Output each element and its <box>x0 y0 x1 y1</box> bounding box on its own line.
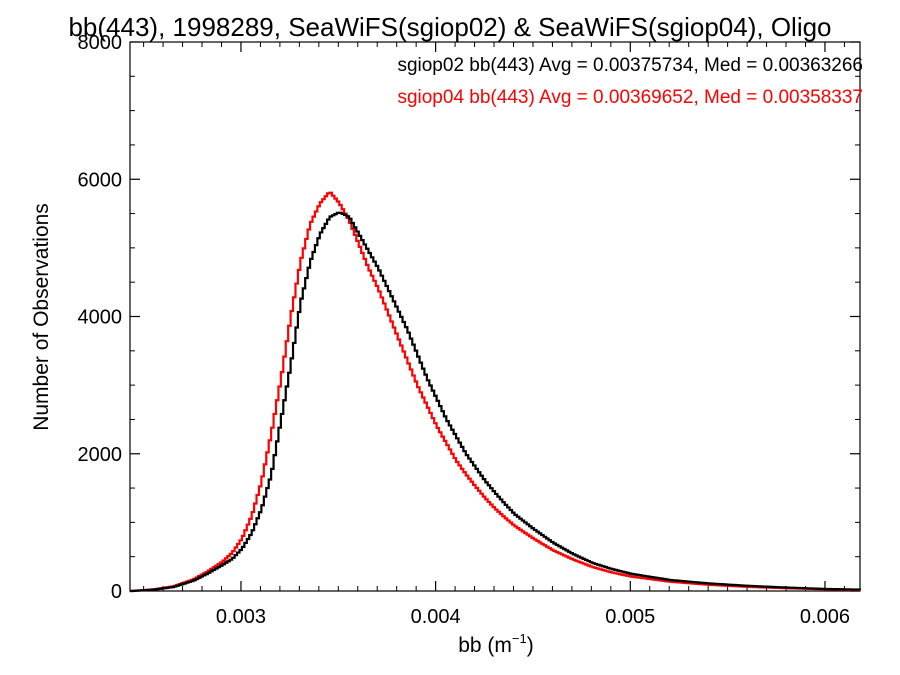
x-axis-label-main: bb (m <box>458 634 512 657</box>
x-axis-label-exponent: −1 <box>512 631 527 646</box>
y-axis-ticks: 0 2000 4000 6000 8000 <box>78 32 860 603</box>
y-axis-label: Number of Observations <box>30 203 53 431</box>
y-tick-label: 8000 <box>78 32 123 54</box>
x-tick-label: 0.004 <box>411 606 461 628</box>
series-sgiop02-line <box>130 211 862 593</box>
y-tick-label: 4000 <box>78 307 123 329</box>
x-tick-label: 0.006 <box>800 606 850 628</box>
legend-entry-sgiop04: sgiop04 bb(443) Avg = 0.00369652, Med = … <box>397 87 863 108</box>
chart-title: bb(443), 1998289, SeaWiFS(sgiop02) & Sea… <box>68 12 831 42</box>
legend-entry-sgiop02: sgiop02 bb(443) Avg = 0.00375734, Med = … <box>397 55 863 76</box>
y-tick-label: 0 <box>111 581 122 603</box>
series-sgiop04-line <box>130 191 862 593</box>
y-tick-label: 2000 <box>78 444 123 466</box>
series-layer <box>130 191 862 593</box>
x-axis-label-close: ) <box>527 634 534 657</box>
x-axis-ticks: 0.003 0.004 0.005 0.006 <box>143 42 850 628</box>
x-tick-label: 0.005 <box>605 606 655 628</box>
y-tick-label: 6000 <box>78 169 123 191</box>
legend: sgiop02 bb(443) Avg = 0.00375734, Med = … <box>397 55 863 108</box>
x-axis-label: bb (m−1) <box>458 631 534 657</box>
x-tick-label: 0.003 <box>216 606 266 628</box>
